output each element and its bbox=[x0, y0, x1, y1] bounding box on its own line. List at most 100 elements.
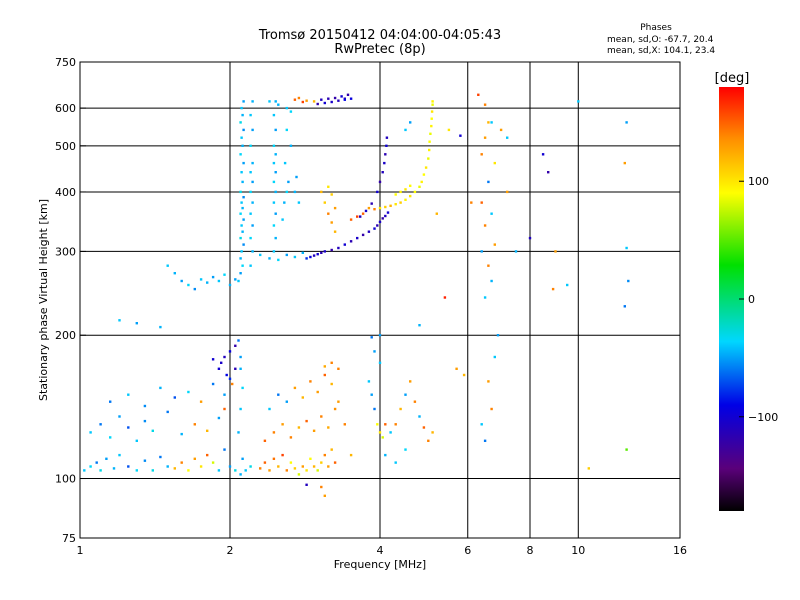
x-tick-label: 8 bbox=[527, 544, 534, 557]
data-point bbox=[274, 212, 277, 215]
data-point bbox=[135, 439, 138, 442]
data-point bbox=[429, 132, 432, 135]
data-point bbox=[394, 193, 397, 196]
y-tick-label: 500 bbox=[55, 140, 76, 153]
data-point bbox=[297, 96, 301, 100]
data-point bbox=[251, 201, 254, 204]
data-point bbox=[173, 467, 176, 470]
data-point bbox=[367, 380, 371, 383]
y-tick-label: 300 bbox=[55, 245, 76, 258]
data-point bbox=[496, 334, 500, 337]
data-point bbox=[135, 469, 138, 472]
data-point bbox=[231, 382, 234, 386]
data-point bbox=[389, 204, 392, 207]
data-point bbox=[330, 221, 333, 224]
data-point bbox=[367, 230, 371, 233]
data-point bbox=[323, 365, 326, 368]
data-point bbox=[159, 325, 162, 329]
y-tick-label: 75 bbox=[62, 532, 76, 545]
data-point bbox=[109, 436, 112, 439]
x-tick-label: 1 bbox=[77, 544, 84, 557]
data-point bbox=[487, 380, 490, 383]
data-point bbox=[430, 124, 433, 128]
data-point bbox=[459, 134, 462, 137]
data-point bbox=[228, 465, 232, 468]
data-point bbox=[241, 113, 244, 117]
data-point bbox=[193, 423, 196, 426]
data-point bbox=[217, 367, 221, 370]
data-point bbox=[435, 212, 438, 215]
data-point bbox=[240, 250, 243, 253]
data-point bbox=[337, 246, 340, 250]
data-point bbox=[206, 453, 209, 457]
data-point bbox=[323, 494, 326, 497]
y-tick-label: 600 bbox=[55, 102, 76, 115]
data-point bbox=[483, 224, 487, 227]
data-point bbox=[223, 273, 226, 276]
data-point bbox=[223, 355, 226, 359]
data-point bbox=[490, 407, 493, 411]
data-point bbox=[249, 113, 252, 117]
data-point bbox=[241, 264, 244, 267]
data-point bbox=[242, 161, 245, 165]
data-point bbox=[385, 144, 388, 147]
data-point bbox=[293, 98, 297, 101]
data-point bbox=[566, 283, 569, 287]
data-point bbox=[376, 224, 379, 227]
data-point bbox=[577, 100, 580, 103]
data-point bbox=[333, 461, 337, 464]
data-point bbox=[404, 393, 407, 396]
data-point bbox=[404, 128, 407, 132]
data-point bbox=[430, 110, 434, 113]
data-point bbox=[316, 469, 319, 472]
data-point bbox=[217, 279, 221, 283]
data-point bbox=[211, 461, 215, 464]
data-point bbox=[274, 153, 277, 156]
data-point bbox=[378, 180, 382, 184]
data-point bbox=[211, 275, 215, 279]
phase-stats-x: mean, sd,X: 104.1, 23.4 bbox=[607, 46, 715, 56]
y-axis-ticks: 75 100 200 300 400 500 600 750 bbox=[55, 56, 86, 545]
data-point bbox=[384, 453, 387, 457]
data-point bbox=[381, 171, 384, 174]
data-point bbox=[228, 377, 232, 380]
data-point bbox=[333, 96, 337, 100]
data-point bbox=[305, 99, 308, 102]
data-point bbox=[428, 140, 431, 143]
data-point bbox=[409, 121, 412, 124]
data-point bbox=[166, 465, 169, 468]
data-point bbox=[272, 180, 276, 184]
data-point bbox=[249, 212, 252, 215]
data-point bbox=[443, 296, 447, 299]
data-point bbox=[490, 212, 493, 215]
data-point bbox=[514, 250, 518, 253]
data-point bbox=[272, 144, 276, 147]
data-point bbox=[404, 198, 407, 201]
data-point bbox=[427, 157, 430, 160]
data-point bbox=[418, 324, 421, 327]
data-point bbox=[378, 220, 382, 224]
data-point bbox=[135, 322, 138, 325]
data-point bbox=[427, 439, 430, 442]
data-point bbox=[199, 278, 203, 281]
data-point bbox=[211, 358, 215, 361]
data-point bbox=[193, 287, 196, 291]
data-point bbox=[399, 407, 402, 411]
data-point bbox=[487, 180, 490, 184]
data-point bbox=[316, 390, 319, 394]
data-point bbox=[223, 393, 226, 396]
data-point bbox=[251, 128, 254, 132]
data-point bbox=[151, 469, 154, 472]
x-tick-label: 10 bbox=[571, 544, 585, 557]
data-point bbox=[268, 407, 271, 411]
data-point bbox=[367, 206, 371, 210]
data-point bbox=[166, 264, 169, 267]
y-axis-label: Stationary phase Virtual Height [km] bbox=[37, 199, 50, 401]
data-point bbox=[283, 161, 287, 165]
data-point bbox=[289, 436, 293, 439]
data-point bbox=[223, 448, 226, 451]
data-point bbox=[285, 469, 288, 472]
data-point bbox=[424, 166, 428, 169]
data-point bbox=[206, 429, 209, 432]
data-point bbox=[487, 121, 490, 124]
